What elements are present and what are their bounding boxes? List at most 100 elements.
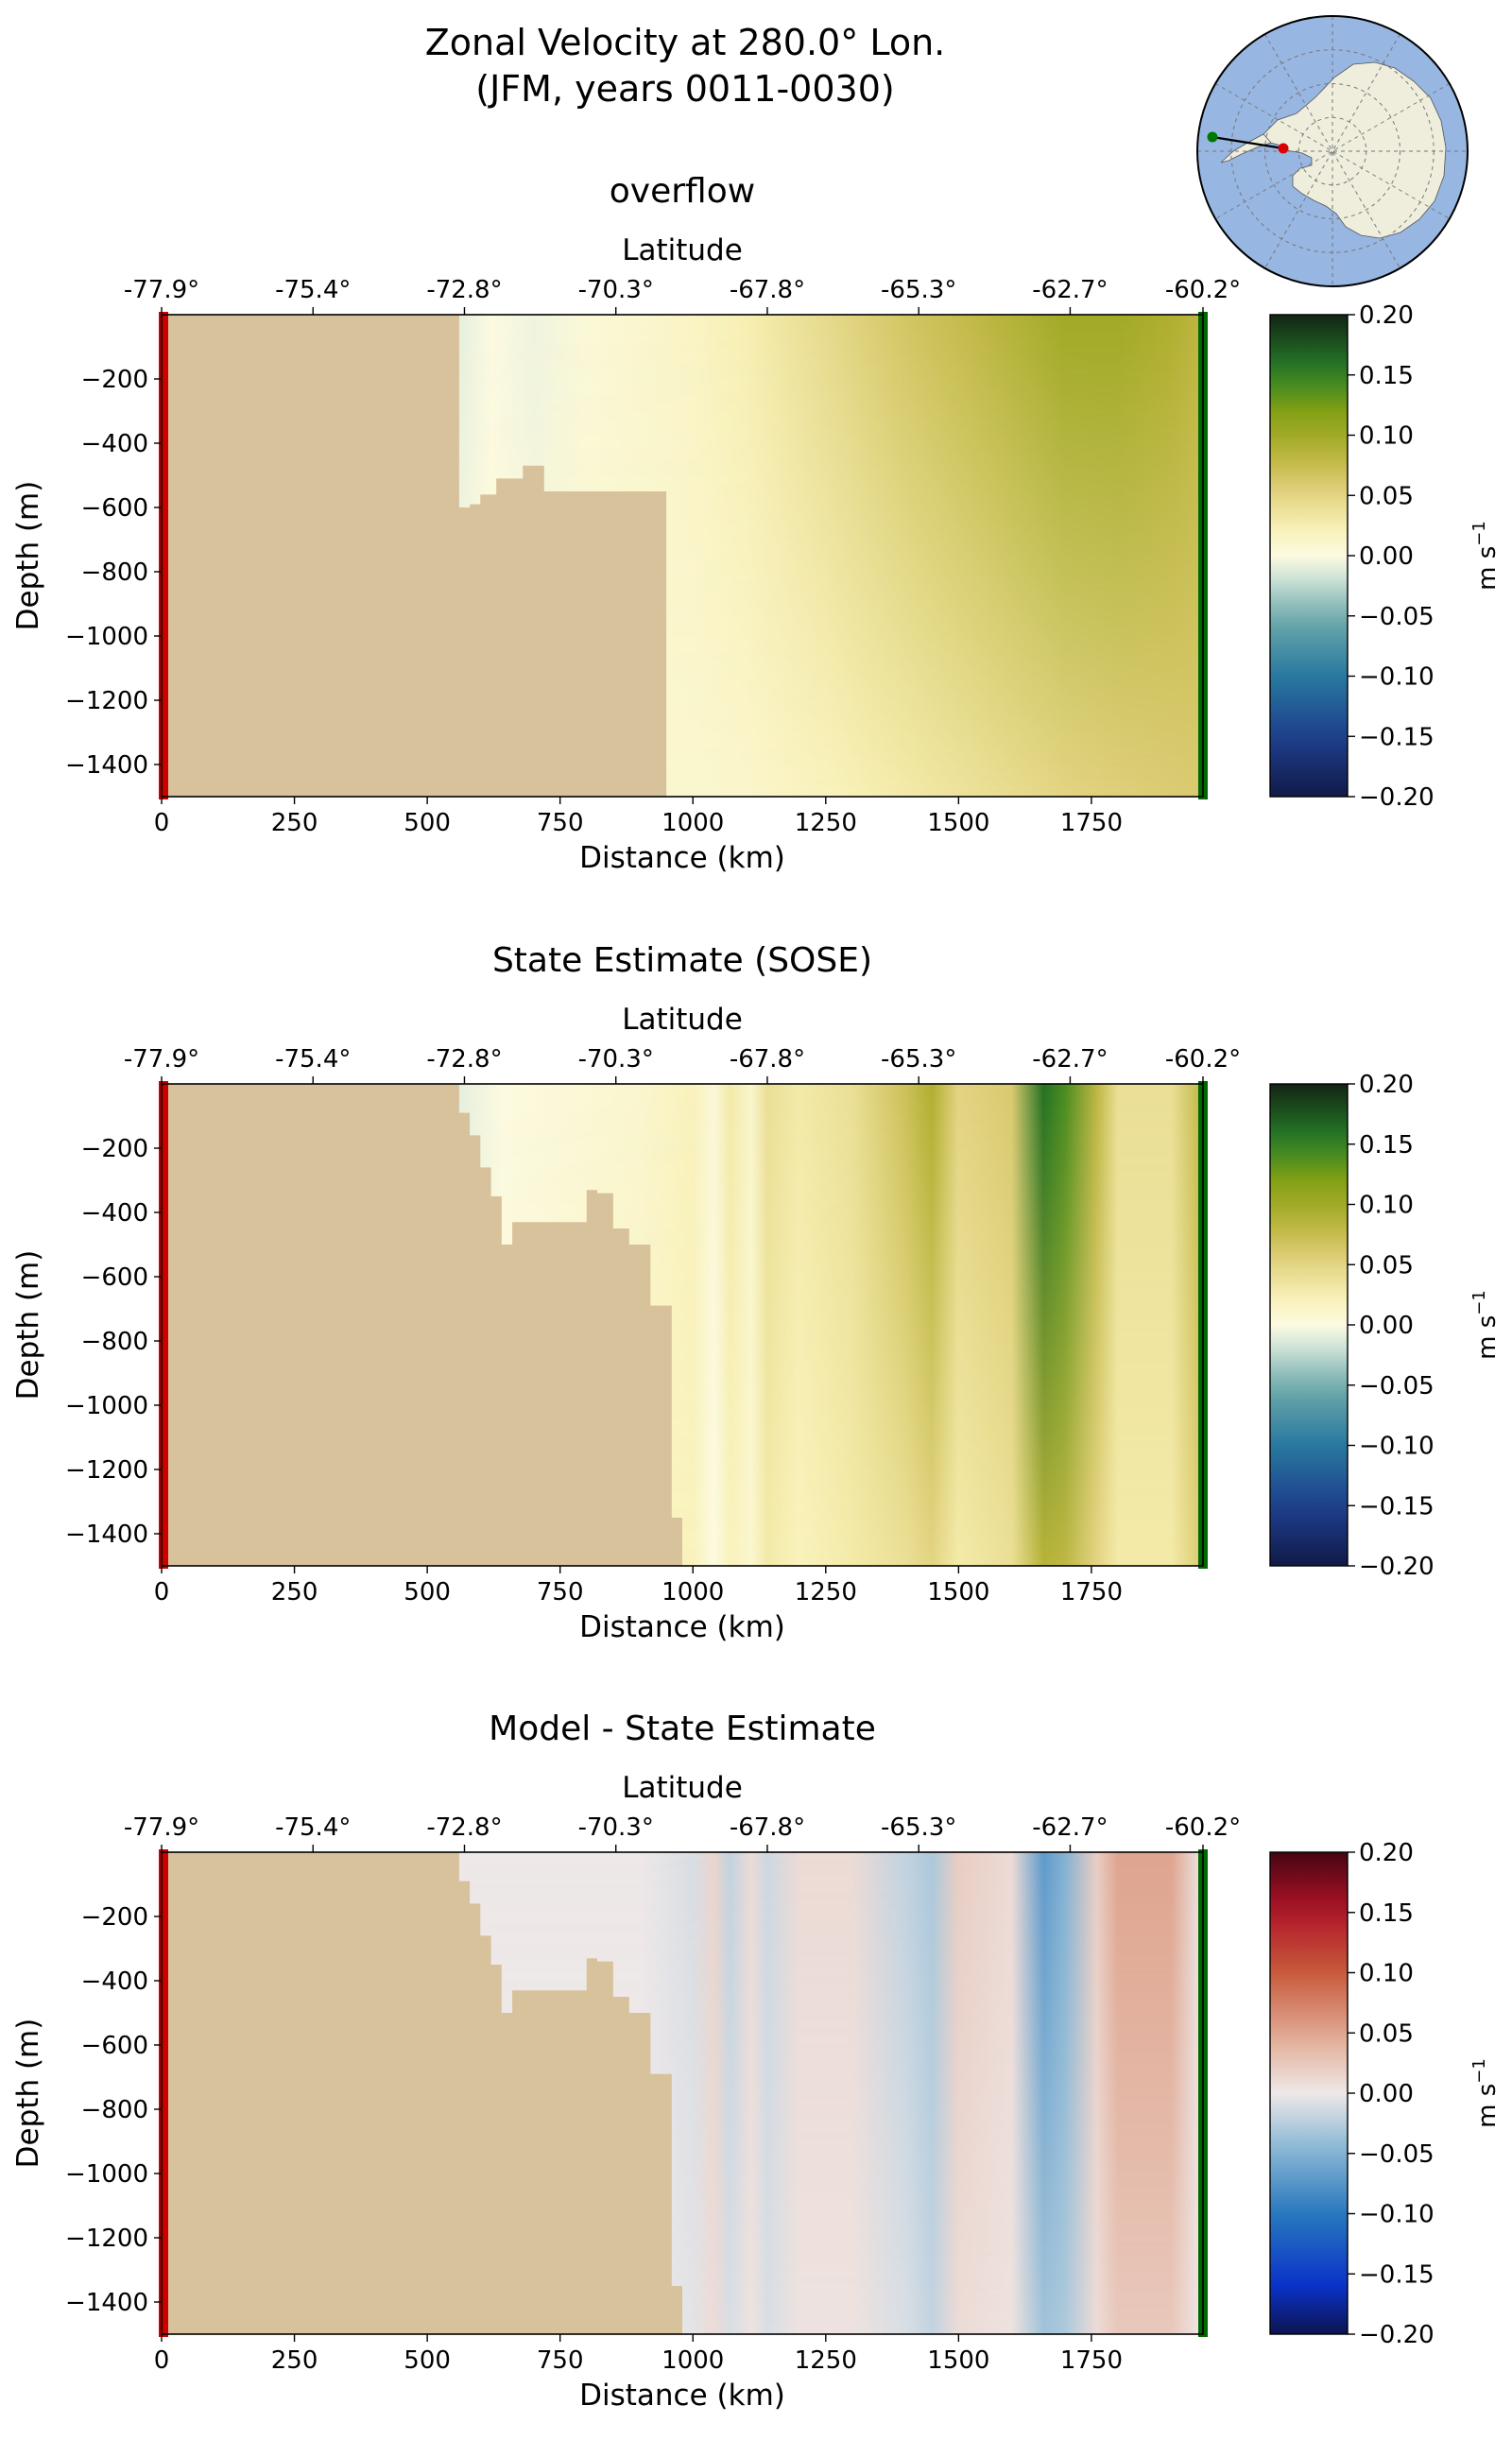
x-tick-label: 0 bbox=[154, 1578, 170, 1606]
x-tick-label: 1500 bbox=[927, 809, 989, 837]
y-tick-label: −800 bbox=[81, 558, 148, 587]
section-start-marker bbox=[159, 1081, 168, 1569]
colorbar-tick-label: −0.15 bbox=[1359, 723, 1435, 751]
y-tick-label: −200 bbox=[81, 366, 148, 394]
latitude-tick-label: -77.9° bbox=[124, 276, 199, 304]
colorbar-tick-label: −0.05 bbox=[1359, 603, 1435, 631]
colorbar-tick-label: 0.00 bbox=[1359, 542, 1414, 571]
latitude-tick-label: -77.9° bbox=[124, 1813, 199, 1842]
colorbar-tick-label: 0.20 bbox=[1359, 1071, 1414, 1099]
figure-title-line1: Zonal Velocity at 280.0° Lon. bbox=[425, 22, 945, 63]
latitude-axis-label: Latitude bbox=[622, 1003, 743, 1037]
colorbar bbox=[1269, 1083, 1349, 1567]
map-boundary bbox=[1196, 15, 1469, 287]
x-axis-label: Distance (km) bbox=[579, 1610, 785, 1644]
section-start-marker bbox=[159, 1849, 168, 2337]
x-tick-label: 500 bbox=[404, 2346, 451, 2375]
land-mask bbox=[162, 1084, 1203, 1566]
colorbar-tick-label: 0.15 bbox=[1359, 1899, 1414, 1928]
x-tick-label: 500 bbox=[404, 1578, 451, 1606]
y-tick-label: −1000 bbox=[65, 2160, 148, 2189]
section-south-end-dot bbox=[1278, 143, 1289, 154]
y-tick-label: −800 bbox=[81, 1328, 148, 1356]
land-mask bbox=[162, 315, 1203, 797]
latitude-tick-label: -67.8° bbox=[730, 276, 805, 304]
x-tick-label: 1750 bbox=[1060, 2346, 1123, 2375]
colorbar-tick-label: −0.05 bbox=[1359, 1372, 1435, 1400]
colorbar-tick-label: 0.20 bbox=[1359, 301, 1414, 330]
latitude-tick-label: -70.3° bbox=[578, 1813, 654, 1842]
x-tick-label: 1750 bbox=[1060, 809, 1123, 837]
x-tick-label: 500 bbox=[404, 809, 451, 837]
panel-3: 0 250 500 750 1000 1250 1500 1750 Distance (km) -… bbox=[11, 1710, 1502, 2413]
colorbar-tick-label: 0.20 bbox=[1359, 1839, 1414, 1867]
colorbar-tick-label: −0.10 bbox=[1359, 1433, 1435, 1461]
panels: 0 250 500 750 1000 1250 1500 1750 Distance (km) -… bbox=[11, 172, 1502, 2413]
colorbar-tick-label: −0.20 bbox=[1359, 2321, 1435, 2349]
panel-title: Model - State Estimate bbox=[489, 1710, 876, 1748]
section-line bbox=[1211, 135, 1284, 150]
colorbar-tick-label: 0.05 bbox=[1359, 1251, 1414, 1280]
y-axis-label: Depth (m) bbox=[11, 481, 45, 631]
x-tick-label: 250 bbox=[271, 2346, 318, 2375]
y-tick-label: −1200 bbox=[65, 2225, 148, 2253]
section-north-end-dot bbox=[1207, 131, 1218, 143]
panel-title: overflow bbox=[610, 172, 755, 211]
map-graticule-circle bbox=[1264, 83, 1400, 219]
y-tick-label: −1000 bbox=[65, 623, 148, 651]
latitude-tick-label: -75.4° bbox=[275, 1045, 351, 1074]
x-tick-label: 250 bbox=[271, 809, 318, 837]
latitude-tick-label: -65.3° bbox=[881, 1045, 956, 1074]
colorbar-tick-label: −0.05 bbox=[1359, 2140, 1435, 2169]
colorbar-tick-label: −0.10 bbox=[1359, 663, 1435, 692]
x-tick-label: 1250 bbox=[795, 809, 857, 837]
colorbar-tick-label: 0.10 bbox=[1359, 1960, 1414, 1988]
y-tick-label: −1400 bbox=[65, 751, 148, 780]
x-axis-label: Distance (km) bbox=[579, 2379, 785, 2413]
colorbar-tick-label: 0.05 bbox=[1359, 482, 1414, 510]
y-tick-label: −200 bbox=[81, 1135, 148, 1163]
section-start-marker bbox=[159, 312, 168, 799]
colorbar-tick-label: 0.15 bbox=[1359, 362, 1414, 390]
latitude-tick-label: -65.3° bbox=[881, 1813, 956, 1842]
plot-frame bbox=[161, 1851, 1204, 2335]
colorbar-tick-label: 0.05 bbox=[1359, 2019, 1414, 2048]
colorbar-tick-label: −0.15 bbox=[1359, 2260, 1435, 2289]
latitude-tick-label: -75.4° bbox=[275, 1813, 351, 1842]
latitude-tick-label: -72.8° bbox=[426, 276, 502, 304]
latitude-tick-label: -60.2° bbox=[1165, 276, 1241, 304]
x-tick-label: 1250 bbox=[795, 1578, 857, 1606]
y-tick-label: −600 bbox=[81, 494, 148, 523]
plot-frame bbox=[161, 1083, 1204, 1567]
y-axis-label: Depth (m) bbox=[11, 1250, 45, 1400]
x-tick-label: 1500 bbox=[927, 1578, 989, 1606]
colorbar bbox=[1269, 1851, 1349, 2335]
figure-title-line2: (JFM, years 0011-0030) bbox=[475, 68, 894, 110]
y-tick-label: −1400 bbox=[65, 2289, 148, 2317]
latitude-tick-label: -72.8° bbox=[426, 1813, 502, 1842]
colorbar-tick-label: −0.20 bbox=[1359, 1553, 1435, 1581]
y-tick-label: −200 bbox=[81, 1903, 148, 1932]
latitude-tick-label: -60.2° bbox=[1165, 1045, 1241, 1074]
antarctica-continent bbox=[1263, 61, 1447, 239]
y-tick-label: −600 bbox=[81, 1263, 148, 1292]
latitude-tick-label: -62.7° bbox=[1032, 1813, 1108, 1842]
x-tick-label: 750 bbox=[537, 2346, 584, 2375]
colorbar-label: m s−1 bbox=[1469, 521, 1502, 591]
x-tick-label: 1000 bbox=[662, 1578, 724, 1606]
x-tick-label: 1000 bbox=[662, 2346, 724, 2375]
latitude-tick-label: -62.7° bbox=[1032, 1045, 1108, 1074]
y-tick-label: −1200 bbox=[65, 1456, 148, 1485]
y-tick-label: −1200 bbox=[65, 687, 148, 715]
x-tick-label: 750 bbox=[537, 1578, 584, 1606]
inset-polar-map bbox=[1196, 15, 1469, 287]
latitude-axis-label: Latitude bbox=[622, 233, 743, 267]
y-tick-label: −400 bbox=[81, 430, 148, 458]
x-tick-label: 1750 bbox=[1060, 1578, 1123, 1606]
latitude-tick-label: -62.7° bbox=[1032, 276, 1108, 304]
latitude-tick-label: -77.9° bbox=[124, 1045, 199, 1074]
x-tick-label: 0 bbox=[154, 809, 170, 837]
colorbar-tick-label: 0.00 bbox=[1359, 1312, 1414, 1340]
y-tick-label: −800 bbox=[81, 2096, 148, 2124]
